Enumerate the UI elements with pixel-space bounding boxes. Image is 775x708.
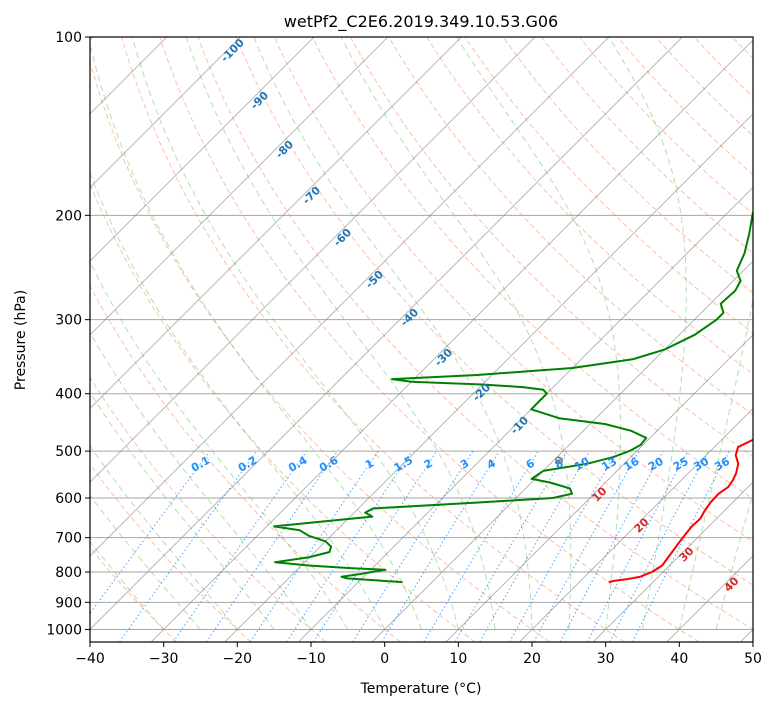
mixing-ratio-line [249,450,379,642]
isotherm-line [298,186,753,642]
y-tick-label: 500 [55,444,82,460]
x-tick-label: −10 [296,651,326,667]
mixing-ratio-line [559,450,664,642]
y-axis-label: Pressure (hPa) [13,290,29,390]
x-tick-label: −40 [75,651,105,667]
dry-adiabat-line [159,37,700,642]
dry-adiabat-line [90,376,327,642]
isotherm-line [445,334,753,642]
dry-adiabat-line [90,284,401,642]
isotherm-line [90,37,610,557]
temperature-series-line [608,438,753,584]
isotherm-line [90,37,241,189]
mixing-ratio-line [205,450,338,642]
x-axis-label: Temperature (°C) [360,681,482,697]
grid-layer [90,37,753,642]
x-tick-label: 20 [523,651,541,667]
series-layer [273,209,753,584]
isotherm-line [90,37,462,410]
mixing-ratio-line [509,450,618,642]
x-tick-label: 40 [670,651,688,667]
y-tick-label: 700 [55,531,82,547]
dry-adiabat-line [311,37,753,500]
x-ticks: −40 −30 −20 −10 0 10 20 30 40 50 [75,642,762,667]
mixing-ratio-line [90,450,211,615]
moist-adiabat-line [185,37,496,630]
mixing-ratio-line [533,450,640,642]
dry-adiabat-line [197,37,753,630]
moist-adiabat-line [340,37,572,630]
isotherm-line [519,407,753,642]
mixing-ratio-line [313,450,438,642]
y-tick-label: 300 [55,313,82,329]
isotherm-line [371,260,753,642]
mixing-ratio-line [286,450,413,642]
isotherm-line [90,37,683,631]
dewpoint-series-line [273,209,753,584]
y-ticks: 100 200 300 400 500 600 700 800 900 1000 [46,30,90,638]
dry-adiabat-line [90,60,551,642]
x-tick-label: −30 [149,651,179,667]
moist-adiabat-line [90,540,165,630]
mixing-ratio-line [352,450,474,642]
moist-adiabat-line [90,171,386,630]
y-tick-label: 800 [55,565,82,581]
dry-adiabat-line [235,37,753,586]
x-tick-label: 50 [744,651,762,667]
isotherm-line [90,37,389,336]
y-tick-label: 600 [55,491,82,507]
dry-adiabat-line [464,37,753,334]
dry-adiabat-line [579,37,753,215]
y-tick-label: 400 [55,387,82,403]
moist-adiabat-line [678,297,753,630]
moist-adiabat-line [90,391,275,630]
y-tick-label: 200 [55,208,82,224]
dry-adiabat-line [121,37,625,642]
plot-frame [89,36,754,643]
mixing-ratio-line [381,450,500,642]
dry-adiabat-line [273,37,753,543]
x-tick-label: 30 [597,651,615,667]
moist-adiabat-line [90,41,422,630]
moist-adiabat-line [90,331,312,630]
x-tick-label: 0 [380,651,389,667]
moist-adiabat-line [608,37,687,630]
mixing-ratio-line [632,450,730,642]
y-tick-label: 900 [55,595,82,611]
x-tick-label: 10 [449,651,467,667]
isotherm-line [90,37,536,483]
mixing-ratio-line [172,450,308,642]
dry-adiabat-line [541,37,753,254]
moist-adiabat-line [715,491,753,630]
moist-adiabat-line [253,37,533,630]
isotherm-line [90,37,315,262]
dry-adiabat-line [90,183,476,642]
moist-adiabat-line [131,37,459,630]
moist-adiabat-line [456,37,622,630]
dry-adiabat-line [426,37,753,375]
mixing-ratio-line [119,450,258,642]
y-tick-label: 100 [55,30,82,46]
chart-title: wetPf2_C2E6.2019.349.10.53.G06 [284,12,558,32]
isotherm-line [592,481,753,642]
isotherm-line [150,39,753,642]
y-tick-label: 1000 [46,622,82,638]
x-tick-label: −20 [223,651,253,667]
moist-adiabat-line [90,445,238,630]
dry-adiabat-line [388,37,753,416]
moist-adiabat-line [90,260,349,630]
moist-adiabat-line [90,494,201,630]
